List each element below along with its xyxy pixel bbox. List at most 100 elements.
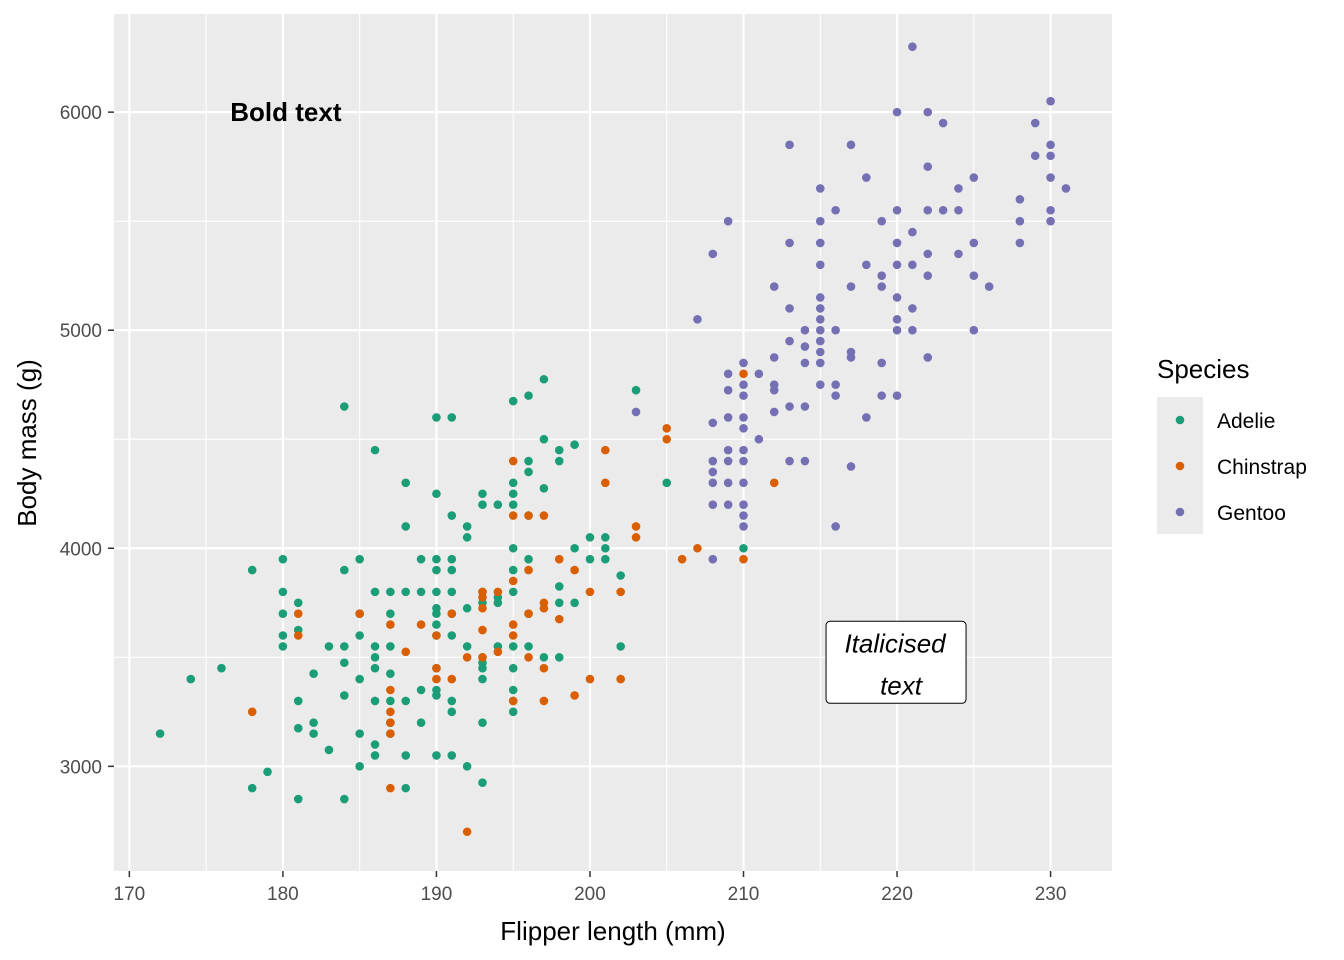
point-adelie [462,642,472,651]
point-adelie [278,554,288,564]
point-chinstrap [386,707,395,717]
point-gentoo [739,511,748,520]
point-adelie [416,587,426,597]
point-gentoo [831,205,840,215]
point-gentoo [815,184,825,193]
point-chinstrap [508,456,518,466]
point-gentoo [785,456,794,466]
point-gentoo [785,140,794,150]
point-adelie [186,674,196,684]
point-adelie [631,385,641,395]
point-adelie [462,603,472,613]
point-gentoo [785,304,794,313]
point-adelie [447,587,457,597]
x-tick-label: 220 [881,884,913,905]
point-gentoo [923,249,933,259]
point-gentoo [908,227,917,237]
point-adelie [386,696,395,706]
point-adelie [478,663,487,673]
point-adelie [478,489,487,499]
point-gentoo [815,347,825,357]
point-gentoo [815,336,825,346]
point-chinstrap [462,652,472,662]
point-gentoo [892,238,902,248]
point-adelie [554,445,564,455]
point-adelie [432,587,441,597]
point-adelie [401,751,411,760]
point-gentoo [923,107,933,117]
y-tick-label: 6000 [60,103,102,124]
point-chinstrap [539,663,549,673]
point-adelie [293,598,303,608]
point-adelie [539,374,549,384]
point-chinstrap [462,827,472,837]
point-adelie [616,642,625,651]
point-adelie [601,554,610,564]
point-gentoo [723,456,733,466]
point-chinstrap [554,554,564,564]
point-chinstrap [508,620,518,629]
point-chinstrap [524,609,533,618]
point-gentoo [862,173,871,182]
point-adelie [247,783,257,793]
point-adelie [309,718,318,728]
point-chinstrap [432,631,441,640]
point-gentoo [877,358,886,368]
annotation-line: text [880,670,924,700]
point-adelie [432,691,441,700]
point-adelie [508,685,518,695]
point-adelie [278,587,288,597]
point-adelie [340,402,349,411]
point-chinstrap [386,620,395,629]
point-gentoo [754,434,764,444]
point-gentoo [769,407,779,417]
point-gentoo [892,205,902,215]
point-gentoo [723,500,733,509]
point-adelie [309,729,318,738]
point-adelie [524,642,533,651]
point-adelie [570,543,579,553]
point-adelie [432,565,441,575]
point-chinstrap [631,533,641,542]
point-chinstrap [601,445,610,455]
point-adelie [539,652,549,662]
point-adelie [524,456,533,466]
point-adelie [554,598,564,608]
annotation-italic-text: Italicised text [844,628,947,700]
point-gentoo [938,205,948,215]
point-adelie [370,663,380,673]
point-adelie [432,413,441,422]
point-adelie [278,631,288,640]
point-chinstrap [386,729,395,738]
point-chinstrap [524,565,533,575]
point-chinstrap [570,565,579,575]
point-adelie [539,434,549,444]
point-adelie [432,620,441,629]
point-adelie [508,565,518,575]
point-chinstrap [677,554,687,564]
point-adelie [508,663,518,673]
point-chinstrap [539,511,549,520]
point-chinstrap [355,609,364,618]
point-gentoo [846,462,856,471]
annotations: Bold text Italicised text [230,97,967,704]
point-gentoo [969,173,979,182]
point-gentoo [739,478,748,488]
point-gentoo [723,413,733,422]
point-gentoo [739,456,748,466]
point-chinstrap [508,511,518,520]
point-gentoo [923,271,933,280]
point-adelie [447,707,457,717]
point-adelie [309,669,318,678]
point-gentoo [1046,151,1055,161]
point-gentoo [1030,151,1040,161]
point-adelie [278,642,288,651]
point-adelie [293,696,303,706]
point-gentoo [739,424,748,433]
point-gentoo [739,380,748,390]
point-adelie [155,729,165,738]
point-adelie [524,554,533,564]
point-chinstrap [508,696,518,706]
point-adelie [370,740,380,749]
